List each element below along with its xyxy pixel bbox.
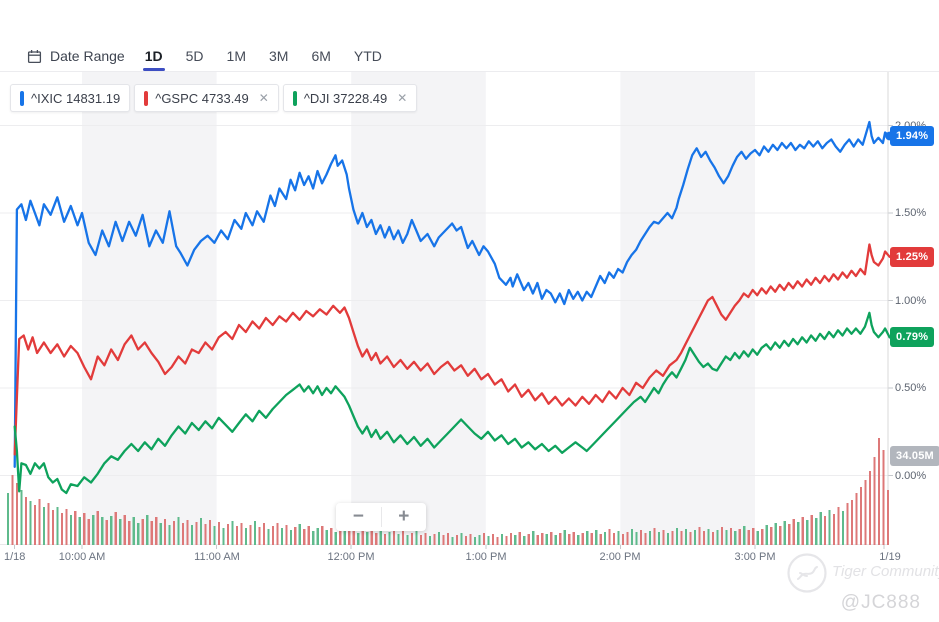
series-line-gspc [13,243,891,456]
chip-label: ^GSPC 4733.49 [155,90,249,106]
hour-bands [82,72,755,544]
chip-label: ^IXIC 14831.19 [31,90,121,106]
tab-6m[interactable]: 6M [311,48,331,64]
series-line-ixic [13,120,891,468]
dji-change-badge: 0.79% [890,327,935,347]
chip-label: ^DJI 37228.49 [303,90,388,106]
tab-ytd[interactable]: YTD [353,48,382,64]
period-tabs: 1D 5D 1M 3M 6M YTD [142,48,382,71]
zoom-out-button[interactable]: − [352,506,364,527]
gspc-change-badge: 1.25% [890,247,935,267]
calendar-icon [27,49,42,64]
tab-5d[interactable]: 5D [185,48,204,64]
x-axis-label: 1/19 [879,551,901,563]
y-axis-label: 1.50% [895,207,927,219]
x-axis-label: 1/18 [4,551,26,563]
tiger-logo-icon [785,551,829,600]
toolbar-divider [0,71,939,72]
x-axis-label: 10:00 AM [58,551,106,563]
watermark-text: Tiger Community [832,563,939,580]
chip-color-bar [292,90,297,106]
volume-badge: 34.05M [890,446,939,466]
x-axis-label: 1:00 PM [465,551,507,563]
chip-color-bar [144,90,149,106]
user-handle: @JC888 [840,592,921,613]
chip-dji[interactable]: ^DJI 37228.49 ✕ [282,84,418,112]
tab-3m[interactable]: 3M [268,48,289,64]
chip-ixic[interactable]: ^IXIC 14831.19 [10,84,131,112]
chip-close-icon[interactable]: ✕ [258,91,269,105]
x-axis-label: 12:00 PM [327,551,375,563]
x-axis-label: 2:00 PM [599,551,641,563]
price-lines [13,120,894,495]
toolbar: Date Range 1D 5D 1M 3M 6M YTD [27,44,382,71]
chip-gspc[interactable]: ^GSPC 4733.49 ✕ [134,84,279,112]
chip-color-bar [20,90,24,106]
series-line-dji [13,311,891,495]
x-axis-label: 11:00 AM [194,551,240,563]
date-range-selector[interactable]: Date Range [27,48,125,64]
chip-close-icon[interactable]: ✕ [397,91,408,105]
symbol-chips: ^IXIC 14831.19 ^GSPC 4733.49 ✕ ^DJI 37228.4… [10,84,418,112]
y-axis-label: 1.00% [895,295,927,307]
y-axis-label: 0.50% [895,382,927,394]
zoom-controls: − + [336,503,426,531]
zoom-in-button[interactable]: + [398,506,410,527]
ixic-change-badge: 1.94% [890,126,935,146]
x-axis-label: 3:00 PM [734,551,776,563]
tab-1d[interactable]: 1D [142,48,165,71]
tab-1m[interactable]: 1M [226,48,246,64]
zoom-divider [380,507,382,527]
y-axis-label: 0.00% [895,470,927,482]
date-range-label: Date Range [50,48,125,64]
volume-bars [6,438,890,545]
